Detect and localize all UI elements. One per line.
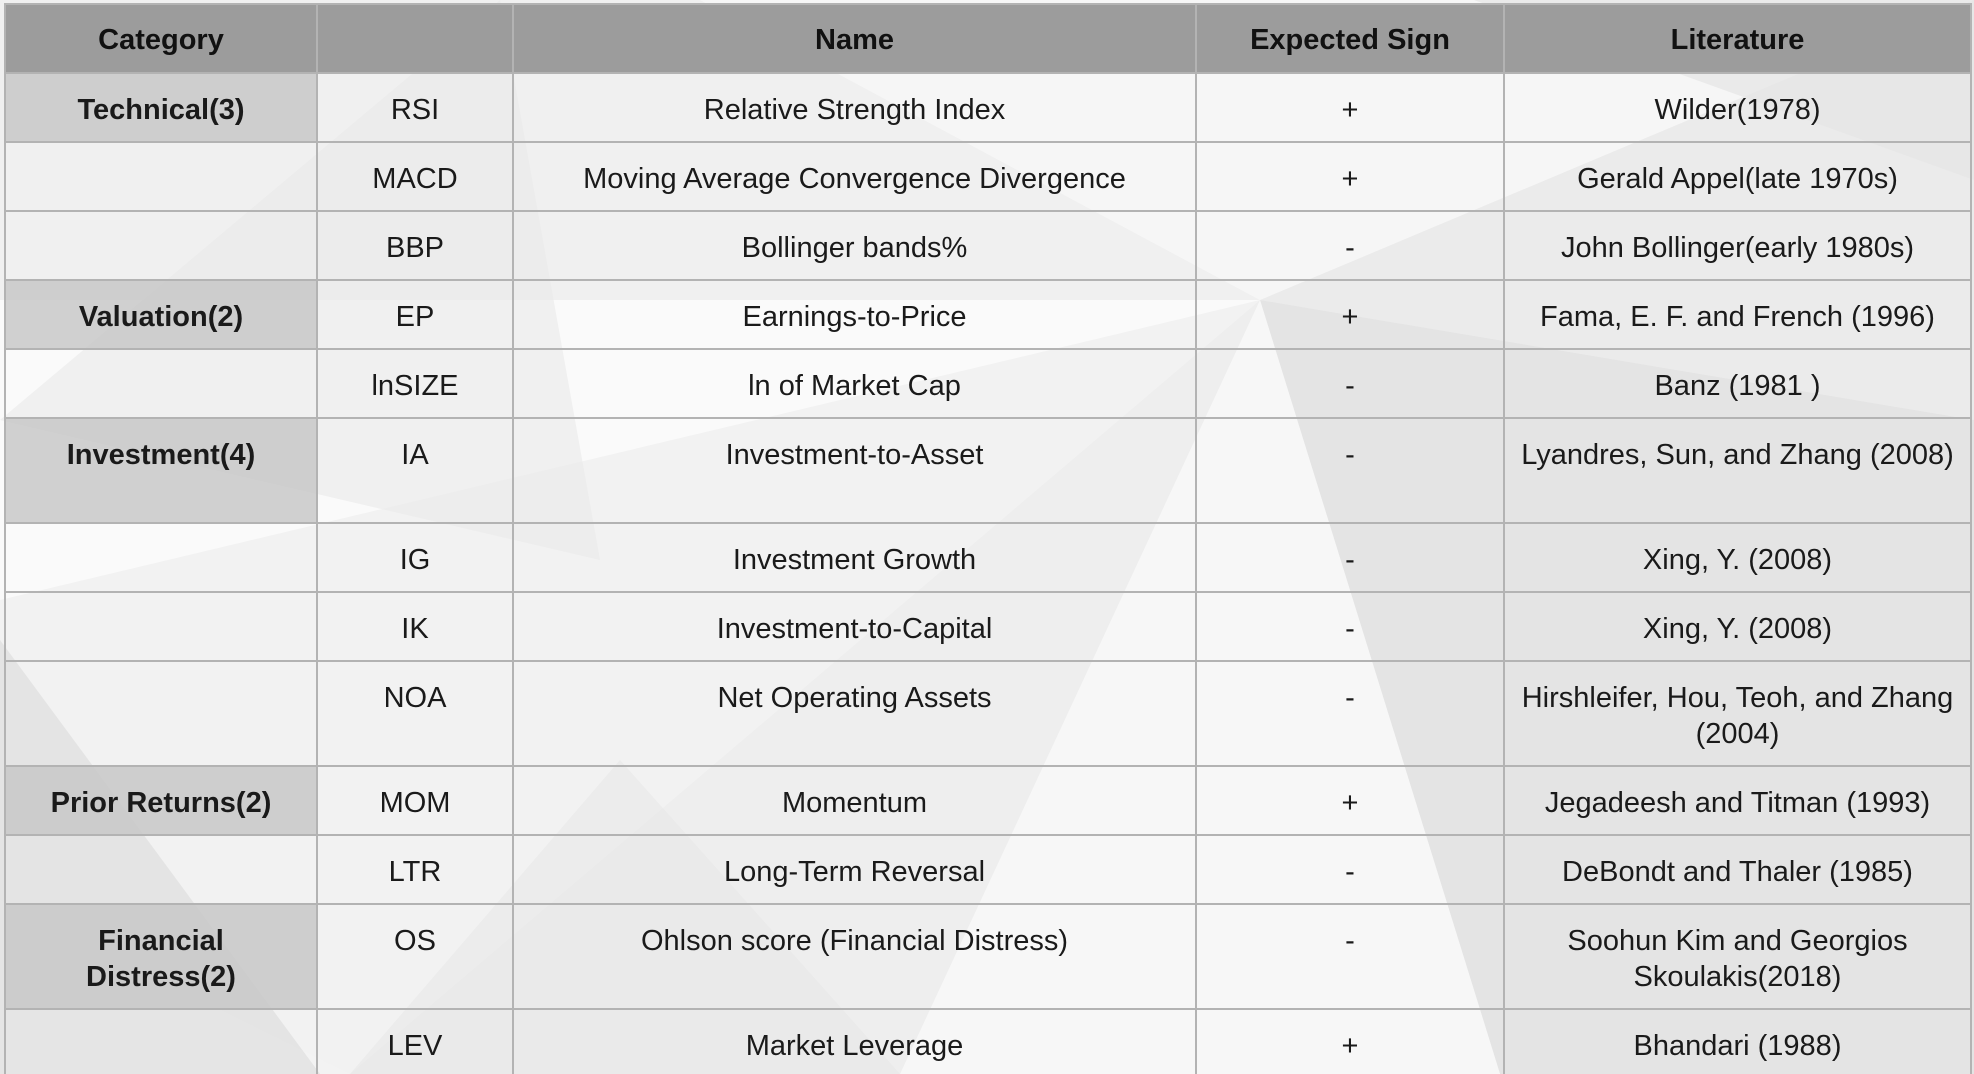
table-row: LEV Market Leverage + Bhandari (1988) <box>4 1008 1972 1074</box>
code-cell: IK <box>316 591 514 662</box>
sign-cell: - <box>1195 417 1505 524</box>
name-cell: Bollinger bands% <box>512 210 1197 281</box>
sign-cell: + <box>1195 1008 1505 1074</box>
table-row: BBP Bollinger bands% - John Bollinger(ea… <box>4 210 1972 281</box>
category-cell <box>4 210 318 281</box>
code-cell: RSI <box>316 72 514 143</box>
table-row: MACD Moving Average Convergence Divergen… <box>4 141 1972 212</box>
table-row: Prior Returns(2) MOM Momentum + Jegadees… <box>4 765 1972 836</box>
literature-cell: Xing, Y. (2008) <box>1503 522 1972 593</box>
table-row: LTR Long-Term Reversal - DeBondt and Tha… <box>4 834 1972 905</box>
name-cell: Relative Strength Index <box>512 72 1197 143</box>
name-cell: Investment Growth <box>512 522 1197 593</box>
header-expected-sign: Expected Sign <box>1195 3 1505 74</box>
literature-cell: Bhandari (1988) <box>1503 1008 1972 1074</box>
table-row: Investment(4) IA Investment-to-Asset - L… <box>4 417 1972 524</box>
category-cell: Investment(4) <box>4 417 318 524</box>
name-cell: Ohlson score (Financial Distress) <box>512 903 1197 1010</box>
category-cell <box>4 348 318 419</box>
sign-cell: + <box>1195 141 1505 212</box>
literature-cell: Jegadeesh and Titman (1993) <box>1503 765 1972 836</box>
table-row: IK Investment-to-Capital - Xing, Y. (200… <box>4 591 1972 662</box>
table-row: Valuation(2) EP Earnings-to-Price + Fama… <box>4 279 1972 350</box>
literature-cell: Wilder(1978) <box>1503 72 1972 143</box>
sign-cell: + <box>1195 765 1505 836</box>
header-name: Name <box>512 3 1197 74</box>
category-cell: Prior Returns(2) <box>4 765 318 836</box>
name-cell: Investment-to-Capital <box>512 591 1197 662</box>
sign-cell: - <box>1195 348 1505 419</box>
name-cell: Net Operating Assets <box>512 660 1197 767</box>
name-cell: Earnings-to-Price <box>512 279 1197 350</box>
category-cell <box>4 141 318 212</box>
sign-cell: + <box>1195 72 1505 143</box>
category-cell <box>4 1008 318 1074</box>
category-cell <box>4 834 318 905</box>
sign-cell: - <box>1195 210 1505 281</box>
literature-cell: Banz (1981 ) <box>1503 348 1972 419</box>
literature-cell: Hirshleifer, Hou, Teoh, and Zhang (2004) <box>1503 660 1972 767</box>
code-cell: IA <box>316 417 514 524</box>
table-row: NOA Net Operating Assets - Hirshleifer, … <box>4 660 1972 767</box>
code-cell: lnSIZE <box>316 348 514 419</box>
sign-cell: - <box>1195 834 1505 905</box>
sign-cell: + <box>1195 279 1505 350</box>
code-cell: MACD <box>316 141 514 212</box>
code-cell: NOA <box>316 660 514 767</box>
category-cell <box>4 522 318 593</box>
table-row: Financial Distress(2) OS Ohlson score (F… <box>4 903 1972 1010</box>
category-cell <box>4 591 318 662</box>
literature-cell: Gerald Appel(late 1970s) <box>1503 141 1972 212</box>
table-row: IG Investment Growth - Xing, Y. (2008) <box>4 522 1972 593</box>
name-cell: Investment-to-Asset <box>512 417 1197 524</box>
literature-cell: DeBondt and Thaler (1985) <box>1503 834 1972 905</box>
literature-cell: Fama, E. F. and French (1996) <box>1503 279 1972 350</box>
category-cell: Technical(3) <box>4 72 318 143</box>
header-code <box>316 3 514 74</box>
data-table: Category Name Expected Sign Literature T… <box>4 3 1972 1074</box>
sign-cell: - <box>1195 660 1505 767</box>
category-cell <box>4 660 318 767</box>
sign-cell: - <box>1195 522 1505 593</box>
code-cell: LTR <box>316 834 514 905</box>
sign-cell: - <box>1195 591 1505 662</box>
literature-cell: Soohun Kim and Georgios Skoulakis(2018) <box>1503 903 1972 1010</box>
category-cell: Valuation(2) <box>4 279 318 350</box>
name-cell: ln of Market Cap <box>512 348 1197 419</box>
code-cell: MOM <box>316 765 514 836</box>
category-cell: Financial Distress(2) <box>4 903 318 1010</box>
sign-cell: - <box>1195 903 1505 1010</box>
table-row: Technical(3) RSI Relative Strength Index… <box>4 72 1972 143</box>
name-cell: Market Leverage <box>512 1008 1197 1074</box>
code-cell: IG <box>316 522 514 593</box>
literature-cell: John Bollinger(early 1980s) <box>1503 210 1972 281</box>
literature-cell: Xing, Y. (2008) <box>1503 591 1972 662</box>
code-cell: BBP <box>316 210 514 281</box>
code-cell: OS <box>316 903 514 1010</box>
name-cell: Moving Average Convergence Divergence <box>512 141 1197 212</box>
header-category: Category <box>4 3 318 74</box>
literature-cell: Lyandres, Sun, and Zhang (2008) <box>1503 417 1972 524</box>
header-row: Category Name Expected Sign Literature <box>4 3 1972 74</box>
name-cell: Momentum <box>512 765 1197 836</box>
header-literature: Literature <box>1503 3 1972 74</box>
code-cell: LEV <box>316 1008 514 1074</box>
name-cell: Long-Term Reversal <box>512 834 1197 905</box>
table-row: lnSIZE ln of Market Cap - Banz (1981 ) <box>4 348 1972 419</box>
code-cell: EP <box>316 279 514 350</box>
